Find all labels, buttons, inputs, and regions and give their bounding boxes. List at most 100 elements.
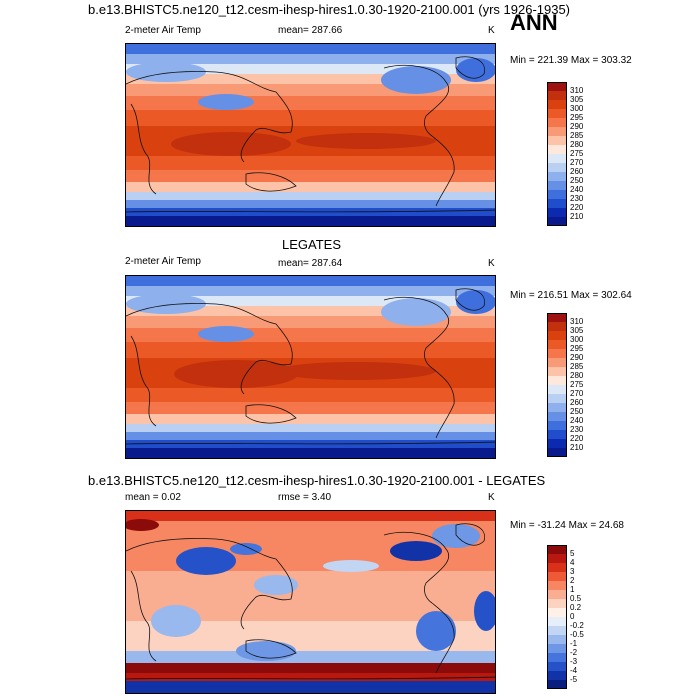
colorbar-swatch xyxy=(547,208,567,217)
colorbar-tick-label: 295 xyxy=(570,344,584,353)
warm-pool xyxy=(276,362,436,380)
colorbar-swatch xyxy=(547,136,567,145)
colorbar-tick-label: 250 xyxy=(570,407,584,416)
colorbar-swatch xyxy=(547,127,567,136)
field-band xyxy=(126,182,495,192)
colorbar-tick-label: 3 xyxy=(570,567,575,576)
anomaly xyxy=(126,519,159,531)
colorbar-swatch xyxy=(547,82,567,91)
colorbar-tick-label: 210 xyxy=(570,443,584,452)
panel1-map-field xyxy=(126,44,495,226)
panel2-map xyxy=(125,275,496,459)
anomaly xyxy=(254,575,298,595)
anomaly xyxy=(432,524,480,548)
panel2-units-label: K xyxy=(488,258,495,269)
panel3-colorbar xyxy=(547,545,567,689)
field-band xyxy=(126,110,495,126)
colorbar-swatch xyxy=(547,545,567,554)
colorbar-swatch xyxy=(547,554,567,563)
colorbar-tick-label: 300 xyxy=(570,104,584,113)
colorbar-tick-label: 270 xyxy=(570,389,584,398)
panel2-minmax: Min = 216.51 Max = 302.64 xyxy=(510,290,632,301)
panel3-minmax: Min = -31.24 Max = 24.68 xyxy=(510,520,624,531)
anomaly xyxy=(236,641,296,661)
panel2-colorbar xyxy=(547,313,567,457)
colorbar-tick-label: 275 xyxy=(570,380,584,389)
field-band xyxy=(126,200,495,208)
colorbar-swatch xyxy=(547,376,567,385)
anomaly xyxy=(176,547,236,575)
field-band xyxy=(126,192,495,200)
colorbar-tick-label: 305 xyxy=(570,326,584,335)
field-band xyxy=(126,54,495,64)
colorbar-tick-label: 280 xyxy=(570,140,584,149)
field-band xyxy=(126,681,495,693)
colorbar-tick-label: -0.5 xyxy=(570,630,584,639)
tibet-cold xyxy=(198,94,254,110)
colorbar-swatch xyxy=(547,190,567,199)
coastlines xyxy=(126,523,495,680)
field-band xyxy=(126,424,495,432)
panel3-mean-label: mean = 0.02 xyxy=(125,492,181,503)
colorbar-swatch xyxy=(547,154,567,163)
panel3-units-label: K xyxy=(488,492,495,503)
warm-pool xyxy=(174,360,298,388)
colorbar-tick-label: 0.2 xyxy=(570,603,582,612)
colorbar-tick-label: 240 xyxy=(570,416,584,425)
colorbar-tick-label: 280 xyxy=(570,371,584,380)
field-band xyxy=(126,414,495,424)
anomaly xyxy=(390,541,442,561)
colorbar-tick-label: 220 xyxy=(570,203,584,212)
colorbar-tick-label: -5 xyxy=(570,675,578,684)
colorbar-swatch xyxy=(547,439,567,448)
colorbar-tick-label: 2 xyxy=(570,576,575,585)
colorbar-tick-label: 5 xyxy=(570,549,575,558)
field-band xyxy=(126,170,495,182)
colorbar-swatch xyxy=(547,331,567,340)
panel2-heading: LEGATES xyxy=(282,237,342,252)
colorbar-swatch xyxy=(547,403,567,412)
panel3-map-field xyxy=(126,511,495,693)
panel1-minmax: Min = 221.39 Max = 303.32 xyxy=(510,55,632,66)
colorbar-swatch xyxy=(547,599,567,608)
field-band xyxy=(126,388,495,402)
coastlines xyxy=(126,288,495,445)
field-band xyxy=(126,432,495,440)
colorbar-swatch xyxy=(547,617,567,626)
colorbar-tick-label: 250 xyxy=(570,176,584,185)
colorbar-swatch xyxy=(547,430,567,439)
field-band xyxy=(126,156,495,170)
colorbar-swatch xyxy=(547,626,567,635)
colorbar-swatch xyxy=(547,590,567,599)
field-band xyxy=(126,306,495,316)
colorbar-swatch xyxy=(547,671,567,680)
panel2-variable-label: 2-meter Air Temp xyxy=(125,256,201,267)
colorbar-tick-label: 260 xyxy=(570,398,584,407)
colorbar-tick-label: -0.2 xyxy=(570,621,584,630)
field-band xyxy=(126,286,495,296)
colorbar-swatch xyxy=(547,172,567,181)
colorbar-tick-label: 275 xyxy=(570,149,584,158)
panel1-map xyxy=(125,43,496,227)
panel3-heading: b.e13.BHISTC5.ne120_t12.cesm-ihesp-hires… xyxy=(88,473,546,488)
field-band xyxy=(126,511,495,521)
colorbar-tick-label: 270 xyxy=(570,158,584,167)
anomaly xyxy=(474,591,495,631)
colorbar-tick-label: -1 xyxy=(570,639,578,648)
colorbar-tick-label: 230 xyxy=(570,425,584,434)
panel1-colorbar xyxy=(547,82,567,226)
panel3-map xyxy=(125,510,496,694)
colorbar-tick-label: 240 xyxy=(570,185,584,194)
warm-pool xyxy=(171,132,291,156)
anomaly xyxy=(230,543,262,555)
colorbar-tick-label: 0 xyxy=(570,612,575,621)
colorbar-tick-label: 285 xyxy=(570,362,584,371)
field-band xyxy=(126,342,495,358)
colorbar-swatch xyxy=(547,421,567,430)
colorbar-tick-label: 4 xyxy=(570,558,575,567)
colorbar-swatch xyxy=(547,217,567,226)
anomaly xyxy=(151,605,201,637)
colorbar-tick-label: -3 xyxy=(570,657,578,666)
canada-cold xyxy=(381,298,451,326)
tibet-cold xyxy=(198,326,254,342)
